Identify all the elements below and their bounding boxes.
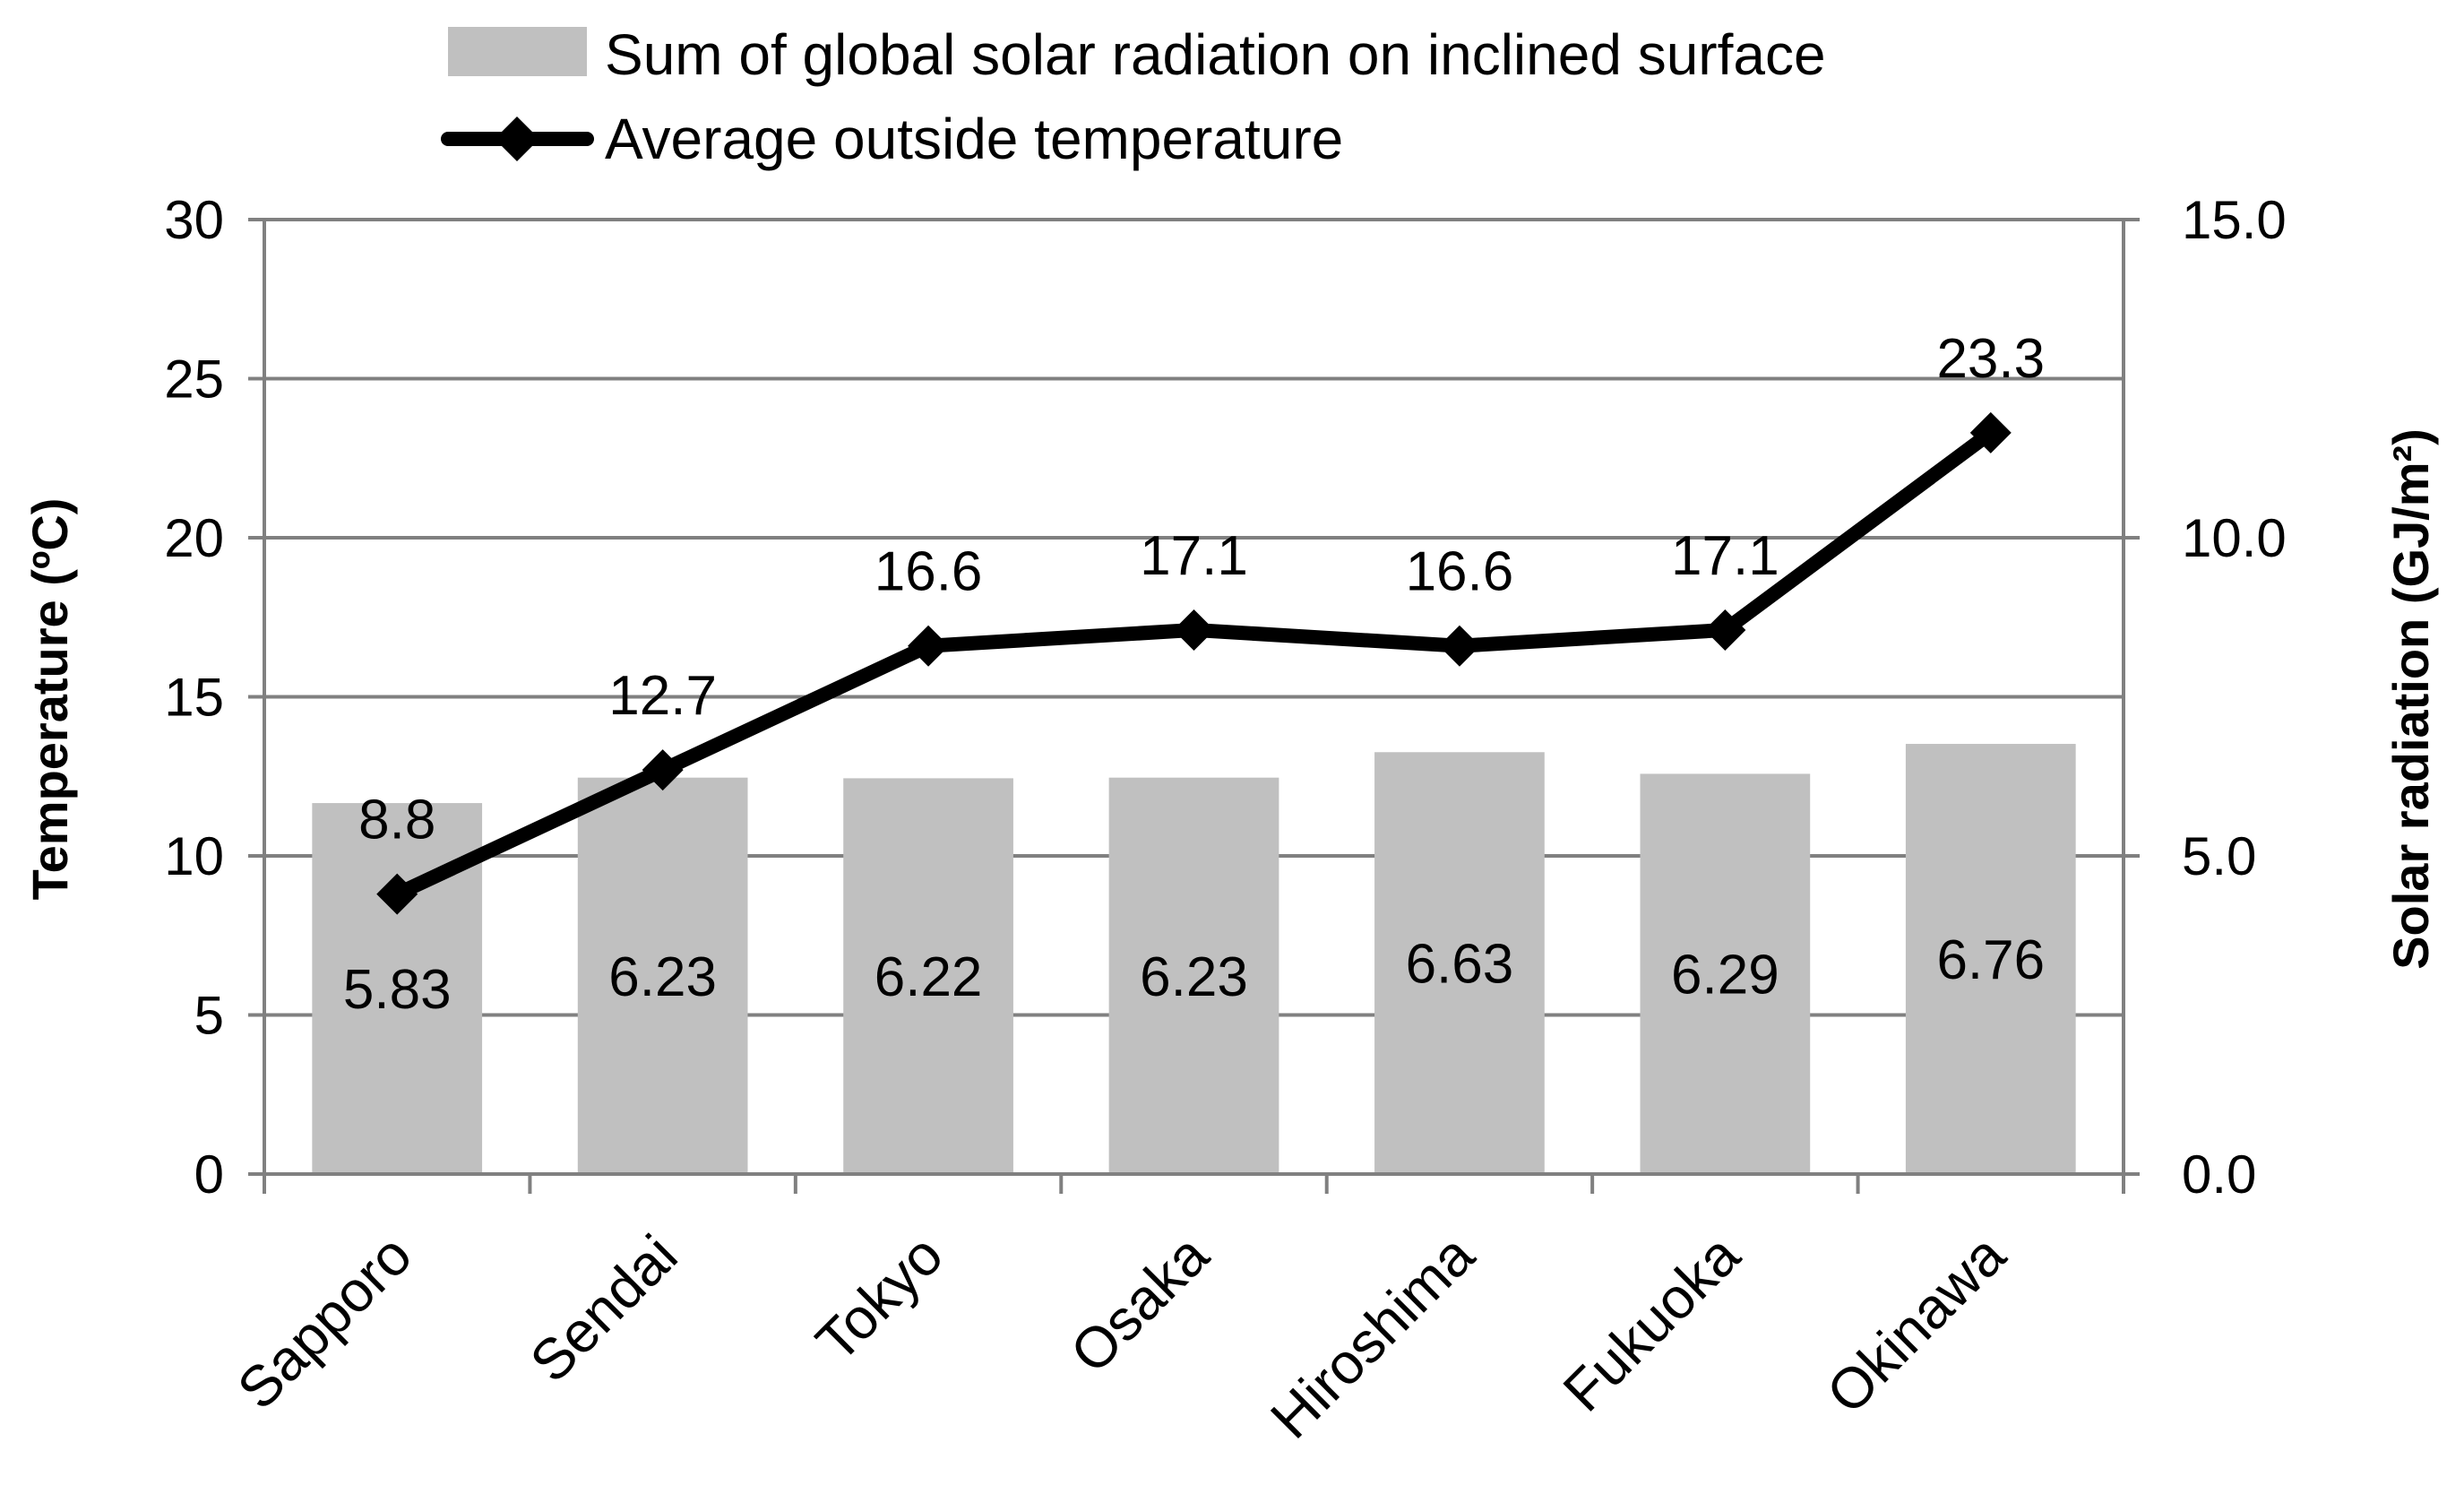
- bar: [1640, 773, 1811, 1174]
- temperature-value-label: 16.6: [1406, 541, 1514, 603]
- legend-bar-label: Sum of global solar radiation on incline…: [605, 22, 1826, 87]
- legend-line-marker: [495, 117, 539, 161]
- right-tick-label: 0.0: [2182, 1144, 2256, 1205]
- left-tick-label: 25: [164, 350, 224, 410]
- temperature-value-label: 16.6: [874, 541, 983, 603]
- bar-value-label: 6.23: [1140, 946, 1248, 1008]
- temperature-marker: [1969, 411, 2012, 453]
- bar: [1374, 752, 1545, 1174]
- right-tick-label: 5.0: [2182, 826, 2256, 886]
- temperature-marker: [1438, 625, 1480, 667]
- category-label: Fukuoka: [1551, 1222, 1753, 1424]
- left-tick-label: 0: [194, 1144, 224, 1205]
- temperature-value-label: 12.7: [608, 665, 717, 727]
- bar-series: [312, 744, 2076, 1174]
- bar-value-label: 6.29: [1671, 945, 1779, 1006]
- left-tick-label: 30: [164, 190, 224, 250]
- right-tick-label: 10.0: [2182, 508, 2287, 568]
- left-tick-label: 15: [164, 668, 224, 728]
- bar: [843, 778, 1013, 1174]
- bar: [1905, 744, 2076, 1174]
- bar: [1108, 777, 1279, 1174]
- temperature-value-label: 8.8: [358, 790, 435, 851]
- category-label: Okinawa: [1814, 1222, 2018, 1426]
- data-labels: 5.83 6.23 6.22 6.23 6.63 6.29 6.76 8.8 12.7 16.6 1…: [343, 328, 2045, 1021]
- temperature-value-label: 17.1: [1140, 525, 1248, 587]
- category-label: Hiroshima: [1258, 1222, 1486, 1451]
- temperature-marker: [1704, 609, 1746, 651]
- temperature-marker: [1173, 609, 1215, 651]
- bar-value-label: 6.63: [1406, 934, 1514, 996]
- legend: Sum of global solar radiation on incline…: [441, 22, 1826, 171]
- bar-value-label: 6.23: [608, 946, 717, 1008]
- temperature-value-label: 17.1: [1671, 525, 1779, 587]
- left-axis-title: Temperature (ºC): [22, 498, 78, 901]
- left-tick-label: 20: [164, 508, 224, 568]
- bar: [577, 777, 748, 1174]
- category-label: Sendai: [518, 1222, 690, 1395]
- temperature-marker: [908, 625, 950, 667]
- legend-line-label: Average outside temperature: [605, 107, 1343, 171]
- temperature-value-label: 23.3: [1936, 328, 2045, 390]
- left-tick-label: 10: [164, 826, 224, 886]
- category-label: Osaka: [1058, 1222, 1221, 1386]
- line-series: [376, 411, 2012, 915]
- bar-value-label: 6.22: [874, 946, 983, 1008]
- bar-value-label: 6.76: [1936, 929, 2045, 991]
- category-label: Sapporo: [225, 1222, 424, 1421]
- bar-value-label: 5.83: [343, 959, 452, 1021]
- legend-bar-swatch: [448, 27, 587, 76]
- right-tick-label: 15.0: [2182, 190, 2287, 250]
- left-tick-label: 5: [194, 986, 224, 1046]
- temperature-marker: [642, 749, 684, 791]
- gridlines: [264, 218, 2124, 1017]
- category-label: Tokyo: [804, 1222, 955, 1374]
- right-axis-title: Solar radiation (GJ/m²): [2382, 428, 2439, 970]
- temperature-marker: [376, 873, 418, 915]
